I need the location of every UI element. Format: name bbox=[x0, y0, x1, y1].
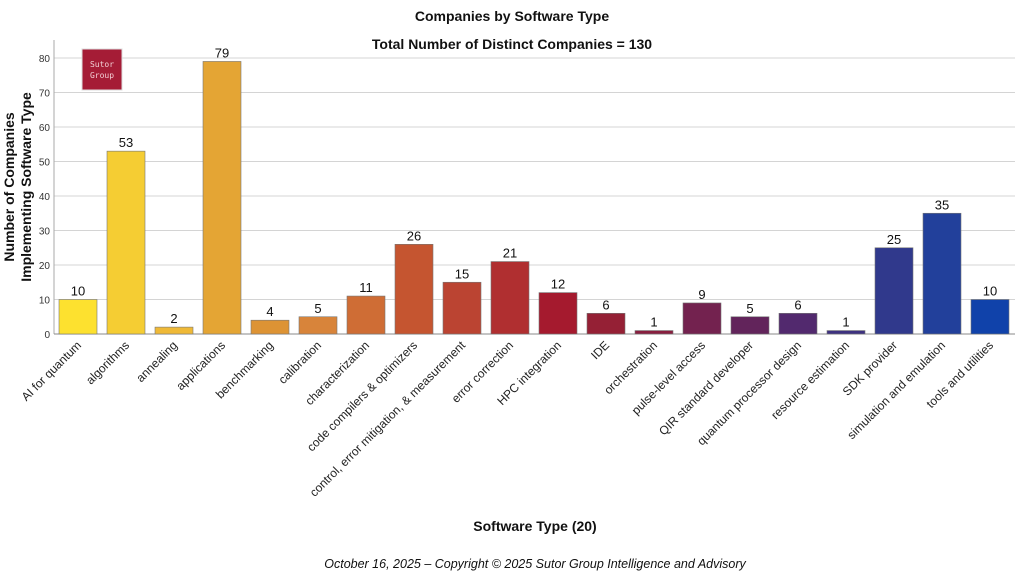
bar-value-label: 1 bbox=[842, 315, 849, 330]
x-tick-label: AI for quantum bbox=[19, 338, 85, 404]
bar-value-label: 6 bbox=[794, 297, 801, 312]
bar bbox=[202, 61, 242, 335]
x-tick-label: IDE bbox=[588, 338, 612, 362]
svg-text:Group: Group bbox=[90, 71, 114, 80]
x-tick-label: calibration bbox=[276, 338, 325, 387]
bar bbox=[250, 319, 290, 335]
bar-value-label: 12 bbox=[551, 277, 565, 292]
bar-value-label: 10 bbox=[983, 284, 997, 299]
bar bbox=[538, 292, 578, 335]
y-tick-label: 40 bbox=[39, 192, 51, 203]
y-tick-label: 20 bbox=[39, 261, 51, 272]
bar-value-label: 25 bbox=[887, 232, 901, 247]
bar bbox=[394, 244, 434, 335]
bar-value-label: 9 bbox=[698, 287, 705, 302]
bar bbox=[634, 330, 674, 335]
x-tick-label: annealing bbox=[133, 338, 180, 385]
bar bbox=[298, 316, 338, 335]
bar-value-label: 15 bbox=[455, 266, 469, 281]
bar-value-label: 26 bbox=[407, 228, 421, 243]
bar bbox=[490, 261, 530, 335]
svg-text:Sutor: Sutor bbox=[90, 60, 114, 69]
bar bbox=[826, 330, 866, 335]
bar-value-label: 10 bbox=[71, 284, 85, 299]
bar-value-label: 11 bbox=[359, 280, 373, 295]
bar-value-label: 5 bbox=[314, 301, 321, 316]
bar bbox=[922, 212, 962, 335]
bar bbox=[154, 326, 194, 335]
y-axis-label-line1: Number of Companies bbox=[1, 112, 17, 262]
bar-value-label: 5 bbox=[746, 301, 753, 316]
bar bbox=[106, 150, 146, 335]
bar-value-label: 6 bbox=[602, 297, 609, 312]
x-tick-label: simulation and emulation bbox=[844, 338, 948, 442]
bar-value-label: 53 bbox=[119, 135, 133, 150]
y-axis-label-line2: Implementing Software Type bbox=[18, 92, 34, 282]
bar bbox=[346, 295, 386, 335]
bar-value-label: 1 bbox=[650, 315, 657, 330]
x-axis-label: Software Type (20) bbox=[473, 518, 596, 534]
bar-value-label: 4 bbox=[266, 304, 273, 319]
x-tick-label: QIR standard developer bbox=[656, 338, 756, 438]
bar bbox=[682, 302, 722, 335]
bar bbox=[58, 299, 98, 335]
y-tick-label: 30 bbox=[39, 227, 51, 238]
bar bbox=[874, 247, 914, 335]
bar bbox=[586, 312, 626, 335]
y-tick-label: 80 bbox=[39, 54, 51, 65]
y-tick-label: 60 bbox=[39, 123, 51, 134]
y-tick-label: 10 bbox=[39, 296, 51, 307]
x-tick-label: algorithms bbox=[83, 338, 132, 387]
bar bbox=[730, 316, 770, 335]
y-tick-label: 50 bbox=[39, 158, 51, 169]
bar bbox=[442, 281, 482, 335]
bar bbox=[970, 299, 1010, 335]
y-tick-label: 70 bbox=[39, 89, 51, 100]
y-tick-label: 0 bbox=[44, 330, 50, 341]
bar-value-label: 2 bbox=[170, 311, 177, 326]
chart-title: Companies by Software Type bbox=[415, 8, 609, 24]
bar-value-label: 35 bbox=[935, 197, 949, 212]
logo: Sutor Group bbox=[81, 48, 123, 91]
chart-subtitle: Total Number of Distinct Companies = 130 bbox=[372, 36, 652, 52]
bar bbox=[778, 312, 818, 335]
footer-copyright: October 16, 2025 – Copyright © 2025 Suto… bbox=[324, 557, 746, 571]
bar-value-label: 79 bbox=[215, 45, 229, 60]
bar-value-label: 21 bbox=[503, 246, 517, 261]
